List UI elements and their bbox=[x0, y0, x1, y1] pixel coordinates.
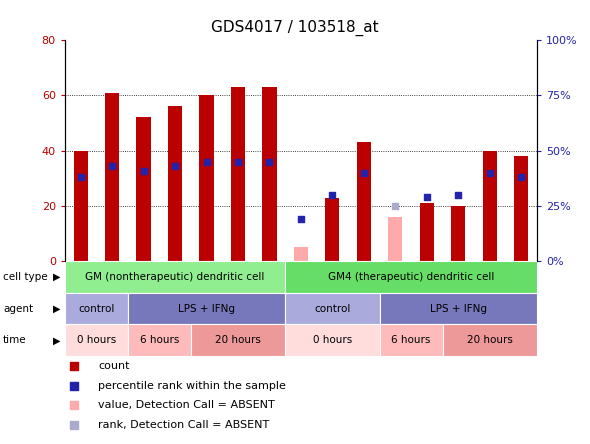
Point bbox=[171, 163, 180, 170]
Bar bbox=[65, 293, 128, 325]
Text: ▶: ▶ bbox=[53, 272, 60, 282]
Text: agent: agent bbox=[3, 304, 33, 313]
Point bbox=[422, 194, 431, 201]
Text: control: control bbox=[314, 304, 350, 313]
Bar bbox=[65, 325, 128, 356]
Text: 6 hours: 6 hours bbox=[140, 335, 179, 345]
Bar bbox=[285, 261, 537, 293]
Point bbox=[233, 158, 242, 165]
Bar bbox=[442, 325, 537, 356]
Text: LPS + IFNg: LPS + IFNg bbox=[178, 304, 235, 313]
Point bbox=[76, 174, 86, 181]
Text: LPS + IFNg: LPS + IFNg bbox=[430, 304, 487, 313]
Bar bbox=[294, 247, 308, 261]
Point bbox=[139, 167, 148, 174]
Bar bbox=[128, 325, 191, 356]
Point bbox=[70, 362, 79, 369]
Text: 20 hours: 20 hours bbox=[215, 335, 261, 345]
Bar bbox=[451, 206, 466, 261]
Bar bbox=[136, 117, 150, 261]
Text: 6 hours: 6 hours bbox=[391, 335, 431, 345]
Bar bbox=[357, 143, 371, 261]
Bar bbox=[263, 87, 277, 261]
Bar bbox=[65, 261, 285, 293]
Bar bbox=[325, 198, 339, 261]
Bar bbox=[379, 293, 537, 325]
Text: value, Detection Call = ABSENT: value, Detection Call = ABSENT bbox=[98, 400, 275, 411]
Bar bbox=[128, 293, 285, 325]
Text: GDS4017 / 103518_at: GDS4017 / 103518_at bbox=[211, 20, 379, 36]
Point bbox=[327, 191, 337, 198]
Point bbox=[454, 191, 463, 198]
Bar bbox=[514, 156, 528, 261]
Point bbox=[485, 169, 494, 176]
Point bbox=[391, 202, 400, 210]
Text: ▶: ▶ bbox=[53, 335, 60, 345]
Text: time: time bbox=[3, 335, 27, 345]
Text: percentile rank within the sample: percentile rank within the sample bbox=[98, 381, 286, 391]
Point bbox=[70, 422, 79, 429]
Point bbox=[70, 402, 79, 409]
Point bbox=[516, 174, 526, 181]
Point bbox=[265, 158, 274, 165]
Point bbox=[202, 158, 211, 165]
Bar bbox=[285, 293, 379, 325]
Bar bbox=[285, 325, 379, 356]
Text: count: count bbox=[98, 361, 129, 371]
Bar bbox=[379, 325, 442, 356]
Text: GM4 (therapeutic) dendritic cell: GM4 (therapeutic) dendritic cell bbox=[328, 272, 494, 282]
Bar bbox=[199, 95, 214, 261]
Text: ▶: ▶ bbox=[53, 304, 60, 313]
Text: rank, Detection Call = ABSENT: rank, Detection Call = ABSENT bbox=[98, 420, 269, 430]
Point bbox=[70, 382, 79, 389]
Point bbox=[359, 169, 369, 176]
Text: GM (nontherapeutic) dendritic cell: GM (nontherapeutic) dendritic cell bbox=[86, 272, 265, 282]
Bar bbox=[419, 203, 434, 261]
Bar bbox=[191, 325, 285, 356]
Point bbox=[296, 216, 306, 223]
Bar bbox=[74, 151, 88, 261]
Text: control: control bbox=[78, 304, 114, 313]
Text: cell type: cell type bbox=[3, 272, 48, 282]
Bar bbox=[231, 87, 245, 261]
Text: 20 hours: 20 hours bbox=[467, 335, 513, 345]
Point bbox=[107, 163, 117, 170]
Text: 0 hours: 0 hours bbox=[313, 335, 352, 345]
Bar bbox=[168, 107, 182, 261]
Bar bbox=[388, 217, 402, 261]
Text: 0 hours: 0 hours bbox=[77, 335, 116, 345]
Bar bbox=[105, 92, 119, 261]
Bar bbox=[483, 151, 497, 261]
